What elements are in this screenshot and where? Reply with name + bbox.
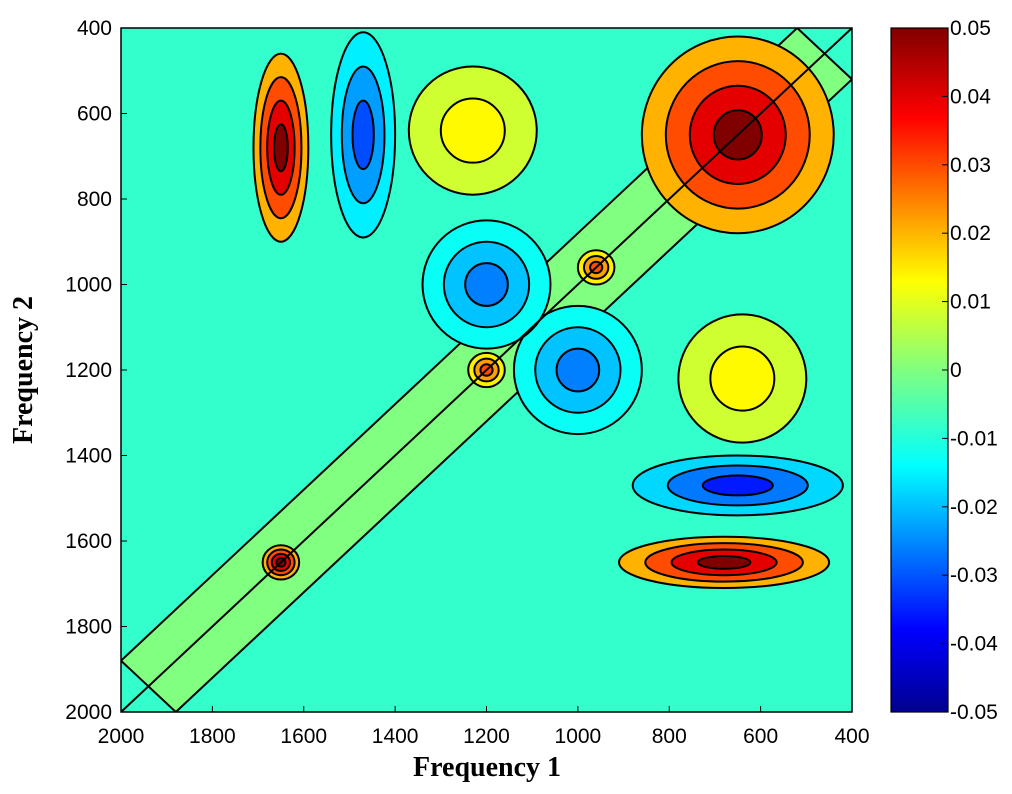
x-axis: 2000 1800 1600 1400 1200 1000 800 600 400 [98, 706, 870, 748]
x-tick-label: 800 [652, 725, 687, 748]
x-tick-label: 2000 [98, 725, 145, 748]
colorbar-tick-label: 0.04 [950, 85, 991, 108]
contour-peak [252, 52, 310, 243]
y-tick-label: 1200 [65, 359, 112, 382]
contour-peak [330, 31, 397, 239]
colorbar-tick-label: -0.04 [950, 633, 998, 656]
colorbar-tick-label: 0.03 [950, 154, 991, 177]
colorbar-tick-label: -0.03 [950, 564, 998, 587]
contour-peak [617, 535, 831, 590]
y-tick-label: 1800 [65, 616, 112, 639]
plot-area [120, 27, 853, 713]
colorbar-tick-label: 0.01 [950, 291, 991, 314]
contour-level [439, 97, 506, 164]
x-tick-label: 400 [834, 725, 869, 748]
contour-level [555, 347, 601, 393]
contour-level [696, 554, 752, 570]
y-axis-label: Frequency 2 [8, 296, 39, 444]
x-tick-label: 1600 [280, 725, 327, 748]
colorbar-scale [890, 27, 949, 713]
y-tick-label: 400 [77, 17, 112, 40]
contour-peak [677, 313, 808, 444]
y-tick-label: 1400 [65, 445, 112, 468]
x-tick-label: 600 [743, 725, 778, 748]
contour-level [351, 99, 375, 171]
y-tick-label: 800 [77, 188, 112, 211]
y-axis: 400 600 800 1000 1200 1400 1600 1800 2000 [65, 17, 127, 724]
contour-level [701, 474, 774, 497]
colorbar-tick-label: 0.05 [950, 17, 991, 40]
colorbar-tick-label: -0.02 [950, 496, 998, 519]
colorbar: 0.05 0.04 0.03 0.02 0.01 0 -0.01 -0.02 -0.03 -0.0… [890, 17, 998, 724]
colorbar-tick-label: 0 [950, 359, 962, 382]
contour-peak [512, 304, 643, 436]
x-tick-label: 1200 [463, 725, 510, 748]
y-tick-label: 600 [77, 103, 112, 126]
y-tick-label: 1600 [65, 530, 112, 553]
colorbar-tick-label: -0.05 [950, 701, 998, 724]
contour-level [273, 123, 289, 173]
contour-peak [631, 454, 844, 517]
diagonal-line [121, 28, 852, 712]
x-axis-label: Frequency 1 [413, 752, 561, 783]
colorbar-tick-label: -0.01 [950, 427, 998, 450]
y-tick-label: 2000 [65, 701, 112, 724]
x-tick-label: 1000 [555, 725, 602, 748]
contour-peak [421, 219, 552, 350]
x-tick-label: 1400 [372, 725, 419, 748]
contour-level [464, 262, 509, 307]
y-tick-label: 1000 [65, 274, 112, 297]
contour-peak [407, 65, 538, 196]
contour-level [709, 345, 776, 412]
colorbar-tick-label: 0.02 [950, 222, 991, 245]
x-tick-label: 1800 [189, 725, 236, 748]
